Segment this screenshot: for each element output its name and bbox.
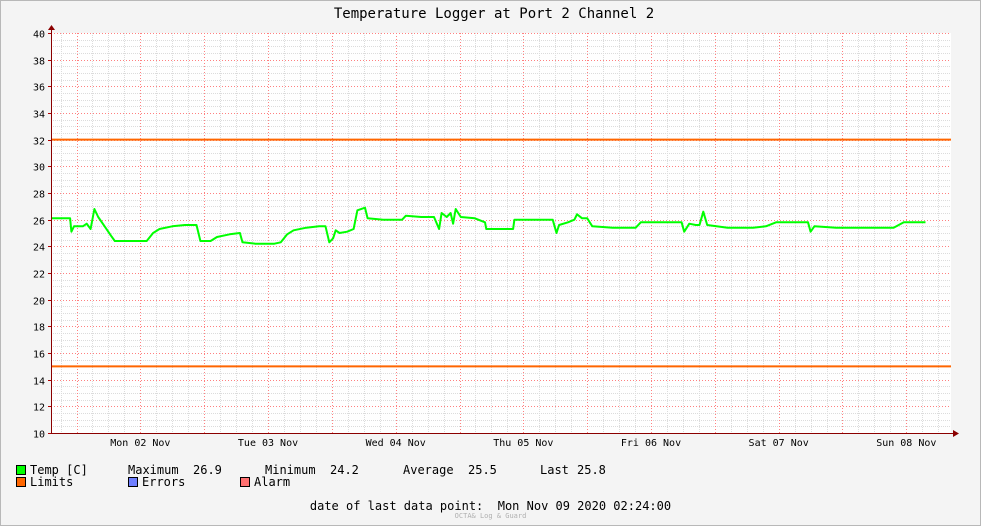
- last-value: 25.8: [577, 463, 606, 477]
- min-value: 24.2: [330, 463, 359, 477]
- y-tick-label: 28: [33, 190, 45, 201]
- y-tick-label: 26: [33, 217, 45, 228]
- plot-area: 10 12 14 16 18 20 22 24 26 28 30 32 34 36 38 40 Mon 02 N…: [33, 25, 959, 449]
- x-tick-label: Wed 04 Nov: [366, 438, 426, 449]
- credit-watermark: OCTA& Log & Guard: [454, 512, 527, 520]
- x-tick-label: Mon 02 Nov: [110, 438, 170, 449]
- y-tick-label: 24: [33, 243, 45, 254]
- y-tick-label: 30: [33, 163, 45, 174]
- x-tick-label: Fri 06 Nov: [621, 438, 681, 449]
- y-tick-label: 14: [33, 377, 45, 388]
- legend-errors-label: Errors: [142, 475, 186, 489]
- legend-limits-label: Limits: [30, 475, 74, 489]
- legend-errors: Errors: [128, 475, 240, 489]
- y-tick-label: 40: [33, 30, 45, 41]
- x-tick-label: Sat 07 Nov: [749, 438, 809, 449]
- y-tick-label: 36: [33, 83, 45, 94]
- chart-title: Temperature Logger at Port 2 Channel 2: [334, 6, 654, 22]
- min-label: Minimum: [265, 463, 316, 477]
- max-label: Maximum: [128, 463, 179, 477]
- x-tick-label: Tue 03 Nov: [238, 438, 298, 449]
- limits-swatch-icon: [16, 477, 26, 487]
- y-tick-label: 20: [33, 297, 45, 308]
- y-tick-label: 12: [33, 403, 45, 414]
- y-tick-label: 22: [33, 270, 45, 281]
- y-tick-label: 18: [33, 323, 45, 334]
- y-tick-label: 34: [33, 110, 45, 121]
- max-value: 26.9: [193, 463, 222, 477]
- temp-series-line: [51, 206, 926, 245]
- y-tick-label: 38: [33, 57, 45, 68]
- y-tick-label: 10: [33, 430, 45, 441]
- legend-row-temp: Temp [C] Maximum 26.9 Minimum 24.2 Avera…: [16, 463, 606, 477]
- alarm-swatch-icon: [240, 477, 250, 487]
- legend-alarm-label: Alarm: [254, 475, 291, 489]
- errors-swatch-icon: [128, 477, 138, 487]
- legend-limits: Limits: [16, 475, 128, 489]
- legend-temp-label: Temp [C]: [30, 463, 88, 477]
- temp-swatch-icon: [16, 465, 26, 475]
- last-data-point-date: date of last data point: Mon Nov 09 2020…: [309, 499, 672, 513]
- avg-label: Average: [403, 463, 454, 477]
- y-axis-arrow-icon: [48, 25, 55, 30]
- y-tick-label: 32: [33, 137, 45, 148]
- avg-value: 25.5: [468, 463, 497, 477]
- legend-temp: Temp [C]: [16, 463, 128, 477]
- x-tick-label: Sun 08 Nov: [876, 438, 936, 449]
- x-tick-label: Thu 05 Nov: [493, 438, 553, 449]
- legend-row-limits: Limits Errors Alarm: [16, 475, 290, 489]
- legend-alarm: Alarm: [240, 475, 290, 489]
- x-axis-arrow-icon: [953, 430, 959, 437]
- y-tick-label: 16: [33, 350, 45, 361]
- last-label: Last: [540, 463, 569, 477]
